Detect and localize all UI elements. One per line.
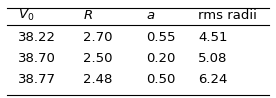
Text: $a$: $a$: [146, 9, 155, 22]
Text: 5.08: 5.08: [198, 52, 227, 65]
Text: rms radii: rms radii: [198, 9, 257, 22]
Text: 38.70: 38.70: [18, 52, 56, 65]
Text: 38.22: 38.22: [18, 31, 56, 44]
Text: 0.50: 0.50: [146, 73, 176, 86]
Text: 2.50: 2.50: [83, 52, 113, 65]
Text: 0.55: 0.55: [146, 31, 176, 44]
Text: 2.70: 2.70: [83, 31, 113, 44]
Text: 38.77: 38.77: [18, 73, 56, 86]
Text: 0.20: 0.20: [146, 52, 176, 65]
Text: $V_0$: $V_0$: [18, 8, 34, 23]
Text: 6.24: 6.24: [198, 73, 227, 86]
Text: 2.48: 2.48: [83, 73, 113, 86]
Text: 4.51: 4.51: [198, 31, 228, 44]
Text: $R$: $R$: [83, 9, 93, 22]
